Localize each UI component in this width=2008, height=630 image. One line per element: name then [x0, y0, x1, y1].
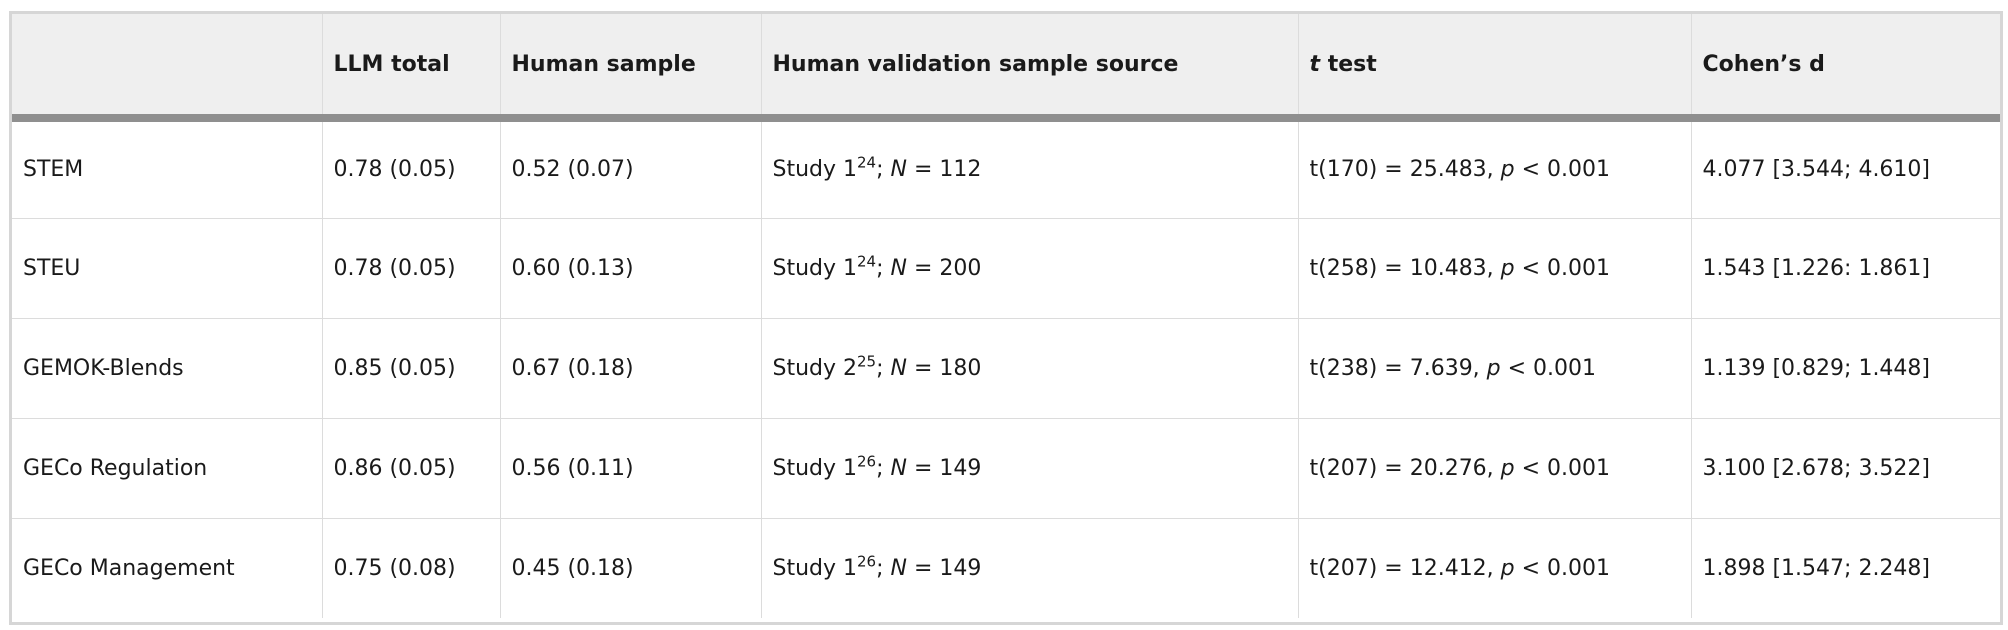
p-value: < 0.001	[1514, 555, 1611, 581]
source-ref[interactable]: 24	[857, 153, 877, 172]
header-llm-total: LLM total	[322, 14, 501, 122]
p-label: p	[1500, 255, 1515, 281]
llm-total-cell: 0.85 (0.05)	[322, 318, 501, 419]
source-n-value: = 112	[906, 157, 982, 183]
header-t-test: t test	[1298, 14, 1692, 122]
t-stat: t(238) = 7.639,	[1309, 355, 1487, 381]
source-ref[interactable]: 26	[857, 552, 877, 571]
source-ref[interactable]: 26	[857, 452, 877, 471]
p-value: < 0.001	[1500, 355, 1597, 381]
t-test-cell: t(258) = 10.483, p < 0.001	[1298, 218, 1692, 319]
llm-total-cell: 0.75 (0.08)	[322, 518, 501, 618]
row-name: STEU	[12, 218, 323, 319]
source-n-value: = 180	[906, 355, 982, 381]
cohens-d-cell: 4.077 [3.544; 4.610]	[1691, 118, 2000, 219]
results-table: LLM total Human sample Human validation …	[12, 14, 2000, 618]
source-n-value: = 200	[906, 255, 982, 281]
results-table-container: LLM total Human sample Human validation …	[9, 11, 2003, 625]
header-human-sample: Human sample	[500, 14, 762, 122]
p-value: < 0.001	[1514, 255, 1611, 281]
t-test-cell: t(207) = 12.412, p < 0.001	[1298, 518, 1692, 618]
table-row: STEU 0.78 (0.05) 0.60 (0.13) Study 124; …	[12, 218, 2000, 319]
human-sample-cell: 0.60 (0.13)	[500, 218, 762, 319]
source-n-label: N	[890, 355, 907, 381]
header-cohens-d: Cohen’s d	[1691, 14, 2000, 122]
p-label: p	[1500, 455, 1515, 481]
row-name: GEMOK-Blends	[12, 318, 323, 419]
t-test-cell: t(238) = 7.639, p < 0.001	[1298, 318, 1692, 419]
source-n-value: = 149	[906, 555, 982, 581]
p-label: p	[1500, 157, 1515, 183]
header-t-italic: t	[1309, 51, 1321, 77]
cohens-d-cell: 1.898 [1.547; 2.248]	[1702, 555, 1931, 581]
llm-total-cell: 0.86 (0.05)	[322, 418, 501, 519]
table-body: STEM 0.78 (0.05) 0.52 (0.07) Study 124; …	[12, 118, 2000, 618]
t-stat: t(207) = 20.276,	[1309, 455, 1501, 481]
llm-total-cell: 0.78 (0.05)	[322, 118, 501, 219]
llm-total-cell: 0.78 (0.05)	[322, 218, 501, 319]
source-study: Study 1	[772, 455, 858, 481]
source-n-value: = 149	[906, 455, 982, 481]
header-row: LLM total Human sample Human validation …	[12, 14, 2000, 122]
t-stat: t(207) = 12.412,	[1309, 555, 1501, 581]
source-n-label: N	[890, 555, 907, 581]
human-sample-cell: 0.56 (0.11)	[500, 418, 762, 519]
p-label: p	[1486, 355, 1501, 381]
table-row: GEMOK-Blends 0.85 (0.05) 0.67 (0.18) Stu…	[12, 318, 2000, 419]
source-ref[interactable]: 24	[857, 252, 877, 271]
t-stat: t(170) = 25.483,	[1309, 157, 1501, 183]
source-cell: Study 126; N = 149	[761, 418, 1299, 519]
human-sample-cell: 0.67 (0.18)	[500, 318, 762, 419]
table-row: STEM 0.78 (0.05) 0.52 (0.07) Study 124; …	[12, 118, 2000, 219]
source-n-label: N	[890, 157, 907, 183]
cohens-d-cell: 1.139 [0.829; 1.448]	[1691, 318, 2000, 419]
t-stat: t(258) = 10.483,	[1309, 255, 1501, 281]
row-name: GECo Regulation	[12, 418, 323, 519]
cohens-d-cell: 3.100 [2.678; 3.522]	[1691, 418, 2000, 519]
p-value: < 0.001	[1514, 157, 1611, 183]
source-cell: Study 126; N = 149	[761, 518, 1299, 618]
source-study: Study 1	[772, 255, 858, 281]
header-t-text: test	[1320, 51, 1377, 77]
header-cell-blank	[12, 14, 323, 122]
source-study: Study 2	[772, 355, 858, 381]
t-test-cell: t(207) = 20.276, p < 0.001	[1298, 418, 1692, 519]
human-sample-cell: 0.52 (0.07)	[500, 118, 762, 219]
source-study: Study 1	[772, 555, 858, 581]
source-ref[interactable]: 25	[857, 352, 877, 371]
t-test-cell: t(170) = 25.483, p < 0.001	[1298, 118, 1692, 219]
source-cell: Study 124; N = 112	[761, 118, 1299, 219]
table-header: LLM total Human sample Human validation …	[12, 14, 2000, 122]
source-cell: Study 225; N = 180	[761, 318, 1299, 419]
source-n-label: N	[890, 255, 907, 281]
table-row: GECo Management 0.75 (0.08) 0.45 (0.18) …	[12, 518, 2000, 618]
table-row: GECo Regulation 0.86 (0.05) 0.56 (0.11) …	[12, 418, 2000, 519]
cohens-d-cell: 1.543 [1.226: 1.861]	[1691, 218, 2000, 319]
source-cell: Study 124; N = 200	[761, 218, 1299, 319]
human-sample-cell: 0.45 (0.18)	[500, 518, 762, 618]
p-value: < 0.001	[1514, 455, 1611, 481]
row-name: STEM	[12, 118, 323, 219]
p-label: p	[1500, 555, 1515, 581]
source-n-label: N	[890, 455, 907, 481]
header-validation-source: Human validation sample source	[761, 14, 1299, 122]
row-name: GECo Management	[12, 518, 323, 618]
source-study: Study 1	[772, 157, 858, 183]
